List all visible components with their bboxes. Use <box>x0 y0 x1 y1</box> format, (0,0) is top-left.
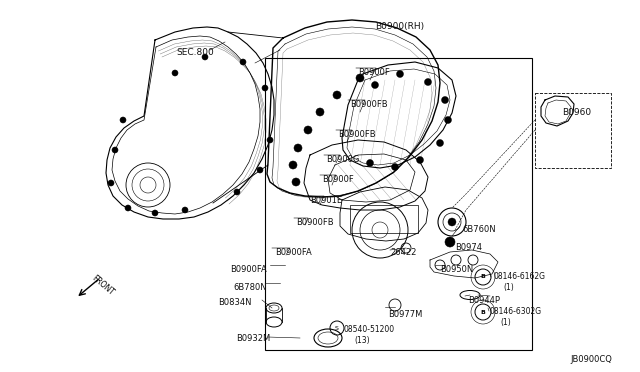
Circle shape <box>316 108 324 116</box>
Circle shape <box>356 74 364 82</box>
Text: B0834N: B0834N <box>218 298 252 307</box>
Text: 08146-6162G: 08146-6162G <box>493 272 545 281</box>
Circle shape <box>172 70 178 76</box>
Text: B0944P: B0944P <box>468 296 500 305</box>
Text: B0974: B0974 <box>455 243 482 252</box>
Circle shape <box>445 116 451 124</box>
Text: 6B760N: 6B760N <box>462 225 495 234</box>
Circle shape <box>436 140 444 147</box>
Circle shape <box>448 218 456 226</box>
Text: (1): (1) <box>503 283 514 292</box>
Text: SEC.800: SEC.800 <box>176 48 214 57</box>
Circle shape <box>367 160 374 167</box>
Text: B: B <box>481 310 485 314</box>
Circle shape <box>262 85 268 91</box>
Text: B0900FA: B0900FA <box>275 248 312 257</box>
Text: JB0900CQ: JB0900CQ <box>570 355 612 364</box>
Circle shape <box>371 81 378 89</box>
Text: B0977M: B0977M <box>388 310 422 319</box>
Circle shape <box>333 91 341 99</box>
Text: 08540-51200: 08540-51200 <box>344 325 395 334</box>
Bar <box>265 58 532 350</box>
Circle shape <box>294 144 302 152</box>
Text: B0900FA: B0900FA <box>230 265 267 274</box>
Circle shape <box>152 210 158 216</box>
Text: 08146-6302G: 08146-6302G <box>490 307 542 316</box>
Text: FRONT: FRONT <box>90 273 116 297</box>
Circle shape <box>120 117 126 123</box>
Text: 6B780N: 6B780N <box>233 283 267 292</box>
Text: B0900(RH): B0900(RH) <box>376 22 424 31</box>
Text: B0900FB: B0900FB <box>296 218 333 227</box>
Text: B0900FB: B0900FB <box>338 130 376 139</box>
Circle shape <box>234 189 240 195</box>
Circle shape <box>257 167 263 173</box>
Circle shape <box>289 161 297 169</box>
Text: B0900FB: B0900FB <box>350 100 388 109</box>
Text: B0950N: B0950N <box>440 265 473 274</box>
Text: B: B <box>481 275 485 279</box>
Circle shape <box>445 237 455 247</box>
Circle shape <box>304 126 312 134</box>
Text: B0932M: B0932M <box>236 334 270 343</box>
Circle shape <box>392 164 399 170</box>
Text: (1): (1) <box>500 318 511 327</box>
Circle shape <box>202 54 208 60</box>
Text: 26422: 26422 <box>390 248 417 257</box>
Text: B0900F: B0900F <box>358 68 390 77</box>
Circle shape <box>125 205 131 211</box>
Text: B0901E: B0901E <box>310 196 342 205</box>
Bar <box>350 205 418 233</box>
Circle shape <box>292 178 300 186</box>
Bar <box>535 93 611 168</box>
Text: B0900F: B0900F <box>322 175 354 184</box>
Circle shape <box>442 96 449 103</box>
Circle shape <box>397 71 403 77</box>
Text: S: S <box>335 326 339 330</box>
Circle shape <box>267 137 273 143</box>
Circle shape <box>417 157 424 164</box>
Text: B0900G: B0900G <box>326 155 360 164</box>
Circle shape <box>112 147 118 153</box>
Circle shape <box>182 207 188 213</box>
Circle shape <box>424 78 431 86</box>
Circle shape <box>108 180 114 186</box>
Circle shape <box>240 59 246 65</box>
Text: (13): (13) <box>354 336 370 345</box>
Text: B0960: B0960 <box>562 108 591 117</box>
